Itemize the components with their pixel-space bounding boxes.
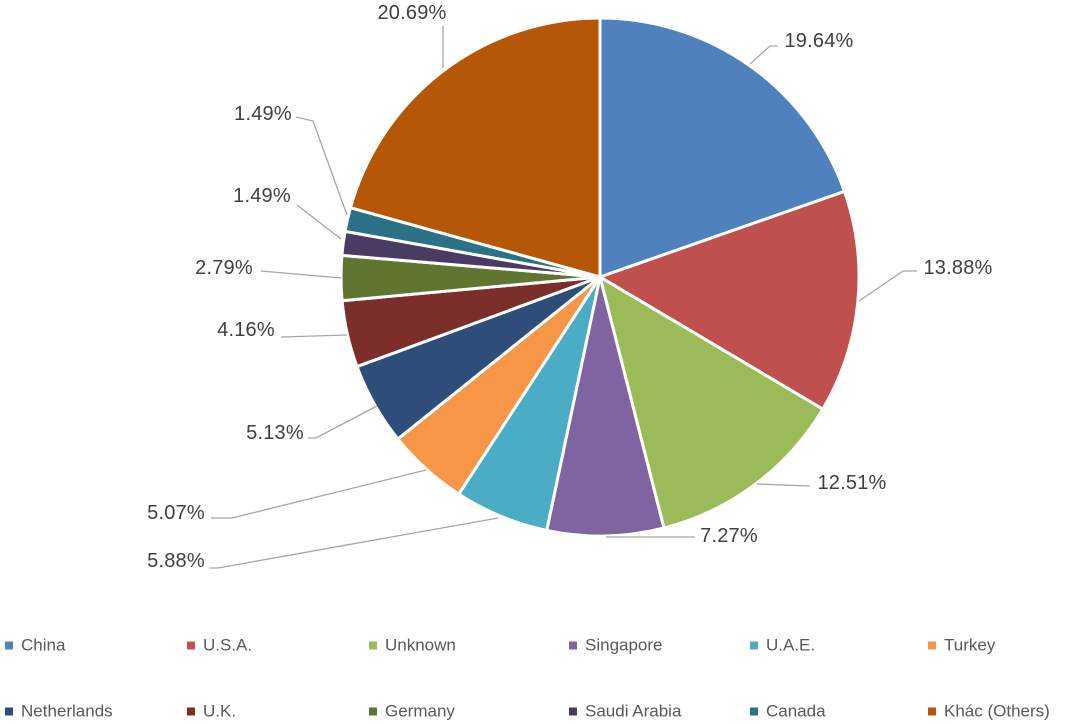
- percent-label-unknown: 12.51%: [817, 472, 887, 494]
- leader-line-unknown: [756, 483, 811, 487]
- leader-line-china: [749, 45, 778, 65]
- leader-line-canada: [295, 116, 348, 216]
- legend-marker-canada: [750, 707, 758, 715]
- legend-label-turkey: Turkey: [944, 635, 996, 655]
- pie-slices: [339, 16, 861, 538]
- percent-label-netherlands: 5.13%: [246, 422, 304, 444]
- legend-marker-turkey: [928, 641, 936, 649]
- percent-label-u-s-a: 13.88%: [923, 257, 993, 279]
- legend-marker-china: [5, 641, 13, 649]
- legend-marker-u-s-a: [187, 641, 195, 649]
- legend-item-singapore: Singapore: [569, 637, 663, 654]
- legend-marker-u-k: [187, 707, 195, 715]
- leader-line-netherlands: [308, 405, 378, 439]
- pie-slice-singapore: [545, 275, 666, 538]
- legend-item-turkey: Turkey: [928, 637, 995, 654]
- legend-label-unknown: Unknown: [385, 635, 456, 655]
- legend-item-canada: Canada: [750, 703, 826, 720]
- pie-slice-u-s-a: [598, 189, 861, 411]
- pie-slice-kh-c-others: [348, 16, 602, 279]
- legend-item-germany: Germany: [369, 703, 455, 720]
- leader-line-u-s-a: [858, 270, 917, 302]
- leader-line-germany: [260, 270, 342, 279]
- legend-item-netherlands: Netherlands: [5, 703, 113, 720]
- legend-label-saudi-arabia: Saudi Arabia: [585, 701, 682, 721]
- pie-slice-unknown: [598, 275, 825, 530]
- legend-label-u-s-a: U.S.A.: [203, 635, 253, 655]
- percent-label-canada: 1.49%: [234, 103, 292, 125]
- legend-item-unknown: Unknown: [369, 637, 456, 654]
- percent-label-u-a-e: 5.88%: [147, 550, 205, 572]
- percent-label-china: 19.64%: [784, 30, 854, 52]
- leader-line-u-k: [280, 334, 348, 338]
- percent-label-turkey: 5.07%: [147, 502, 205, 524]
- percent-label-saudi-arabia: 1.49%: [233, 185, 291, 207]
- legend-label-kh-c-others: Khác (Others): [944, 701, 1050, 721]
- percent-label-kh-c-others: 20.69%: [377, 2, 447, 24]
- legend-item-kh-c-others: Khác (Others): [928, 703, 1050, 720]
- legend-label-germany: Germany: [385, 701, 455, 721]
- legend-marker-saudi-arabia: [569, 707, 577, 715]
- legend-label-singapore: Singapore: [585, 635, 663, 655]
- legend-marker-singapore: [569, 641, 577, 649]
- label-leader-lines: [209, 26, 917, 569]
- legend-marker-germany: [369, 707, 377, 715]
- legend-item-u-a-e: U.A.E.: [750, 637, 815, 654]
- legend-marker-kh-c-others: [928, 707, 936, 715]
- percent-label-germany: 2.79%: [195, 257, 253, 279]
- percent-label-u-k: 4.16%: [217, 319, 275, 341]
- legend-item-china: China: [5, 637, 65, 654]
- legend-marker-netherlands: [5, 707, 13, 715]
- legend-label-u-k: U.K.: [203, 701, 237, 721]
- legend-label-netherlands: Netherlands: [21, 701, 113, 721]
- leader-line-saudi-arabia: [296, 204, 342, 240]
- percent-label-singapore: 7.27%: [700, 525, 758, 547]
- leader-line-u-a-e: [209, 517, 499, 569]
- leader-line-turkey: [211, 469, 427, 519]
- legend-item-u-k: U.K.: [187, 703, 236, 720]
- legend-label-u-a-e: U.A.E.: [766, 635, 816, 655]
- legend-marker-unknown: [369, 641, 377, 649]
- legend-item-u-s-a: U.S.A.: [187, 637, 252, 654]
- legend-item-saudi-arabia: Saudi Arabia: [569, 703, 681, 720]
- legend-label-canada: Canada: [766, 701, 826, 721]
- legend-marker-u-a-e: [750, 641, 758, 649]
- legend-label-china: China: [21, 635, 66, 655]
